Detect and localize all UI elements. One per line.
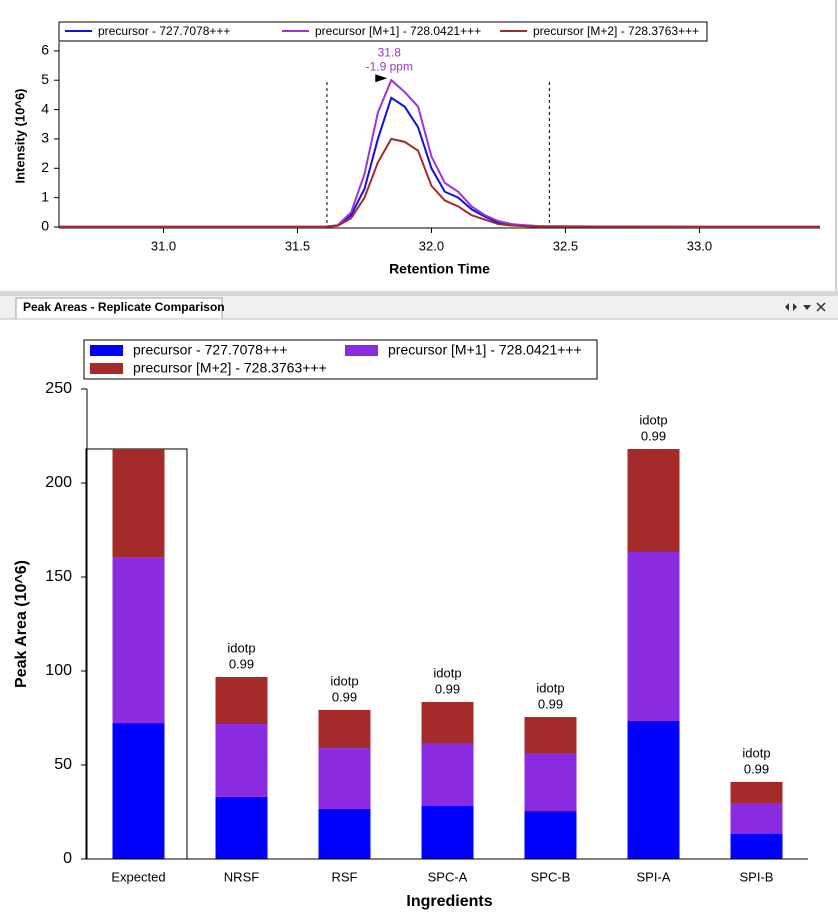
legend-swatch: [90, 345, 123, 356]
x-tick-label: 32.5: [553, 238, 578, 253]
bar-segment: [215, 677, 268, 725]
x-tick-label: SPI-A: [637, 869, 671, 884]
y-tick-label: 0: [63, 850, 72, 867]
x-tick-label: 31.5: [285, 238, 310, 253]
x-tick-label: RSF: [332, 869, 358, 884]
bar-segment: [318, 808, 371, 859]
bar-segment: [524, 753, 577, 812]
legend: [58, 21, 708, 42]
y-tick-label: 3: [41, 130, 49, 146]
bar-segment: [524, 811, 577, 859]
legend-swatch: [90, 363, 123, 374]
x-tick-label: SPC-A: [428, 869, 468, 884]
close-icon[interactable]: [816, 302, 826, 312]
annotation-label: idotp: [433, 665, 461, 680]
x-tick-label: 33.0: [687, 238, 712, 253]
annotation-value: 0.99: [229, 656, 254, 671]
tab-controls[interactable]: [785, 302, 826, 312]
y-tick-label: 6: [41, 42, 49, 58]
annotation-label: idotp: [742, 745, 770, 760]
peak-mass-error: -1.9 ppm: [366, 59, 413, 73]
annotation-value: 0.99: [332, 689, 357, 704]
x-axis-title: Ingredients: [406, 893, 492, 910]
bar-segment: [421, 743, 474, 806]
y-tick-label: 5: [41, 71, 49, 87]
peak-time: 31.8: [378, 45, 402, 59]
annotation-value: 0.99: [744, 761, 769, 776]
bar-segment: [730, 781, 783, 803]
scroll-icons[interactable]: [785, 303, 797, 311]
annotation-label: idotp: [330, 673, 358, 688]
y-tick-label: 250: [45, 380, 72, 397]
bar-segment: [524, 717, 577, 754]
bar-segment: [215, 796, 268, 859]
legend-label: precursor [M+1] - 728.0421+++: [315, 24, 481, 38]
x-tick-label: Expected: [111, 869, 165, 884]
y-axis-title: Intensity (10^6): [12, 88, 27, 183]
bar-segment: [421, 702, 474, 744]
annotation-label: idotp: [536, 680, 564, 695]
y-axis-title: Peak Area (10^6): [13, 560, 30, 688]
bar-segment: [112, 557, 165, 724]
annotation-value: 0.99: [435, 681, 460, 696]
bar-segment: [730, 833, 783, 859]
legend-swatch: [345, 345, 378, 356]
legend-label: precursor [M+2] - 728.3763+++: [133, 360, 327, 376]
bar-segment: [730, 802, 783, 834]
splitter[interactable]: [0, 291, 838, 296]
bar-segment: [318, 709, 371, 749]
y-tick-label: 1: [41, 188, 49, 204]
bar-segment: [421, 805, 474, 859]
legend-label: precursor - 727.7078+++: [98, 24, 230, 38]
bar-segment: [112, 448, 165, 558]
x-axis-title: Retention Time: [389, 261, 490, 277]
annotation-label: idotp: [227, 640, 255, 655]
y-tick-label: 0: [41, 218, 49, 234]
bar-segment: [318, 748, 371, 809]
tab-title: Peak Areas - Replicate Comparison: [23, 300, 225, 314]
y-tick-label: 2: [41, 159, 49, 175]
x-tick-label: SPC-B: [531, 869, 571, 884]
y-tick-label: 200: [45, 474, 72, 491]
x-tick-label: 32.0: [419, 238, 444, 253]
bar-segment: [215, 724, 268, 797]
menu-icon[interactable]: [803, 305, 811, 310]
x-tick-label: 31.0: [151, 238, 176, 253]
peak-flag: [375, 74, 388, 83]
annotation-value: 0.99: [641, 428, 666, 443]
x-tick-label: NRSF: [224, 869, 259, 884]
legend-label: precursor [M+1] - 728.0421+++: [388, 342, 582, 358]
y-tick-label: 100: [45, 662, 72, 679]
legend-label: precursor [M+2] - 728.3763+++: [533, 24, 699, 38]
bar-segment: [112, 723, 165, 859]
legend: [83, 339, 598, 380]
bar-segment: [627, 721, 680, 859]
y-tick-label: 4: [41, 100, 49, 116]
series-line: [59, 137, 820, 228]
annotation-label: idotp: [639, 412, 667, 427]
annotation-value: 0.99: [538, 696, 563, 711]
y-tick-label: 150: [45, 568, 72, 585]
y-tick-label: 50: [54, 756, 72, 773]
x-tick-label: SPI-B: [740, 869, 774, 884]
bar-segment: [627, 551, 680, 722]
legend-label: precursor - 727.7078+++: [133, 342, 288, 358]
bar-segment: [627, 448, 680, 552]
